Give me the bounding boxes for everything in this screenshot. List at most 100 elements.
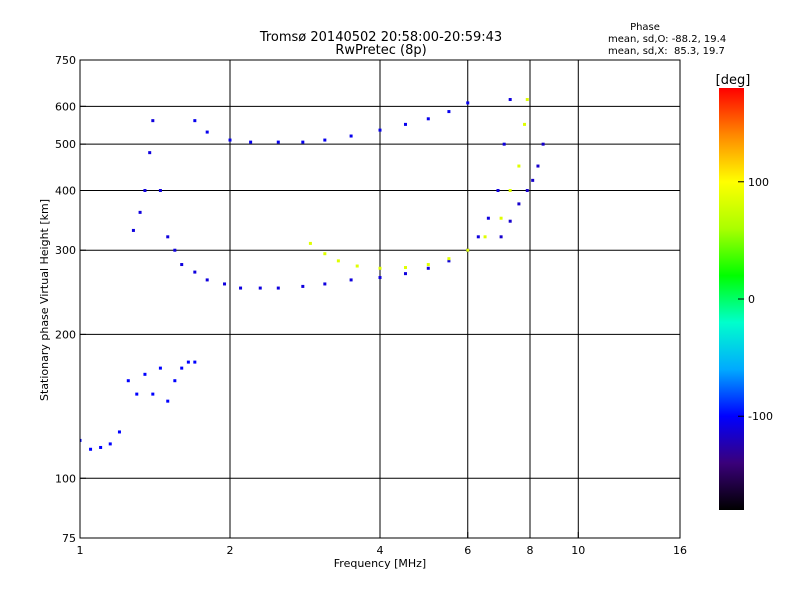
data-point — [541, 142, 545, 146]
data-point — [447, 257, 451, 261]
data-point — [135, 392, 139, 396]
data-point — [496, 188, 500, 192]
data-point — [193, 270, 197, 274]
data-point — [276, 286, 280, 290]
x-tick-label: 6 — [464, 544, 471, 557]
data-point — [403, 272, 407, 276]
phase-stats: Phase mean, sd,O: -88.2, 19.4 mean, sd,X… — [608, 22, 726, 57]
data-point — [143, 372, 147, 376]
x-axis: 1 2 4 6 8 10 16 — [77, 532, 687, 557]
data-point — [193, 360, 197, 364]
data-point — [499, 216, 503, 220]
data-point — [508, 188, 512, 192]
data-point — [143, 188, 147, 192]
data-point — [173, 248, 177, 252]
x-tick-label: 10 — [571, 544, 585, 557]
data-point — [447, 110, 451, 114]
data-point — [466, 248, 470, 252]
y-tick-label: 100 — [55, 472, 76, 485]
data-point — [193, 119, 197, 123]
y-tick-label: 400 — [55, 184, 76, 197]
data-point — [126, 379, 130, 383]
colorbar-tick-label: -100 — [748, 410, 773, 423]
phase-stats-o: mean, sd,O: -88.2, 19.4 — [608, 34, 726, 45]
data-point — [378, 266, 382, 270]
data-point — [336, 259, 340, 263]
data-point — [517, 164, 521, 168]
data-point — [426, 117, 430, 121]
data-point — [378, 128, 382, 132]
y-tick-label: 300 — [55, 244, 76, 257]
data-point — [523, 122, 527, 126]
data-point — [99, 445, 103, 449]
data-point — [158, 366, 162, 370]
colorbar-tick-label: 0 — [748, 293, 755, 306]
data-point — [249, 140, 253, 144]
data-point — [349, 278, 353, 282]
data-point — [323, 282, 327, 286]
data-point — [223, 282, 227, 286]
data-point — [239, 286, 243, 290]
phase-stats-x: mean, sd,X: 85.3, 19.7 — [608, 46, 725, 57]
x-tick-label: 1 — [77, 544, 84, 557]
data-point — [117, 430, 121, 434]
data-point — [173, 379, 177, 383]
colorbar-label: [deg] — [716, 73, 751, 88]
data-point — [447, 259, 451, 263]
data-point — [80, 438, 82, 442]
data-point — [151, 119, 155, 123]
data-point — [151, 392, 155, 396]
y-axis-label: Stationary phase Virtual Height [km] — [38, 199, 51, 401]
data-point — [148, 151, 152, 155]
data-point — [525, 188, 529, 192]
x-tick-label: 4 — [377, 544, 384, 557]
data-point — [166, 235, 170, 239]
data-point — [186, 360, 190, 364]
x-axis-label: Frequency [MHz] — [334, 557, 426, 570]
data-point — [180, 263, 184, 267]
y-axis: 75 100 200 300 400 500 600 750 — [55, 54, 86, 545]
data-point — [502, 142, 506, 146]
data-point — [355, 264, 359, 268]
data-point — [517, 202, 521, 206]
colorbar-tick-label: 100 — [748, 176, 769, 189]
data-point — [486, 216, 490, 220]
data-point — [228, 138, 232, 142]
data-point — [276, 140, 280, 144]
phase-stats-title: Phase — [630, 22, 660, 33]
data-point — [108, 442, 112, 446]
data-point — [301, 284, 305, 288]
data-point — [466, 101, 470, 105]
grid-lines — [80, 60, 680, 538]
x-tick-label: 8 — [527, 544, 534, 557]
colorbar-ticks: -100 0 100 — [738, 176, 773, 423]
data-point — [531, 178, 535, 182]
data-point — [349, 134, 353, 138]
data-point — [323, 252, 327, 256]
data-point — [483, 235, 487, 239]
data-point — [508, 98, 512, 102]
data-point — [138, 210, 142, 214]
data-point — [476, 235, 480, 239]
data-point — [205, 278, 209, 282]
chart-title: Tromsø 20140502 20:58:00-20:59:43 — [259, 30, 502, 45]
y-tick-label: 600 — [55, 100, 76, 113]
data-point — [301, 140, 305, 144]
y-tick-label: 750 — [55, 54, 76, 67]
data-point — [378, 276, 382, 280]
chart-subtitle: RwPretec (8p) — [335, 43, 426, 58]
data-point — [131, 228, 135, 232]
data-point — [403, 122, 407, 126]
x-tick-label: 16 — [673, 544, 687, 557]
y-tick-label: 200 — [55, 328, 76, 341]
data-point — [205, 130, 209, 134]
data-point — [158, 188, 162, 192]
x-tick-label: 2 — [227, 544, 234, 557]
y-tick-label: 75 — [62, 532, 76, 545]
data-point — [426, 266, 430, 270]
y-tick-label: 500 — [55, 138, 76, 151]
data-point — [308, 241, 312, 245]
data-point — [403, 266, 407, 270]
data-point — [180, 366, 184, 370]
